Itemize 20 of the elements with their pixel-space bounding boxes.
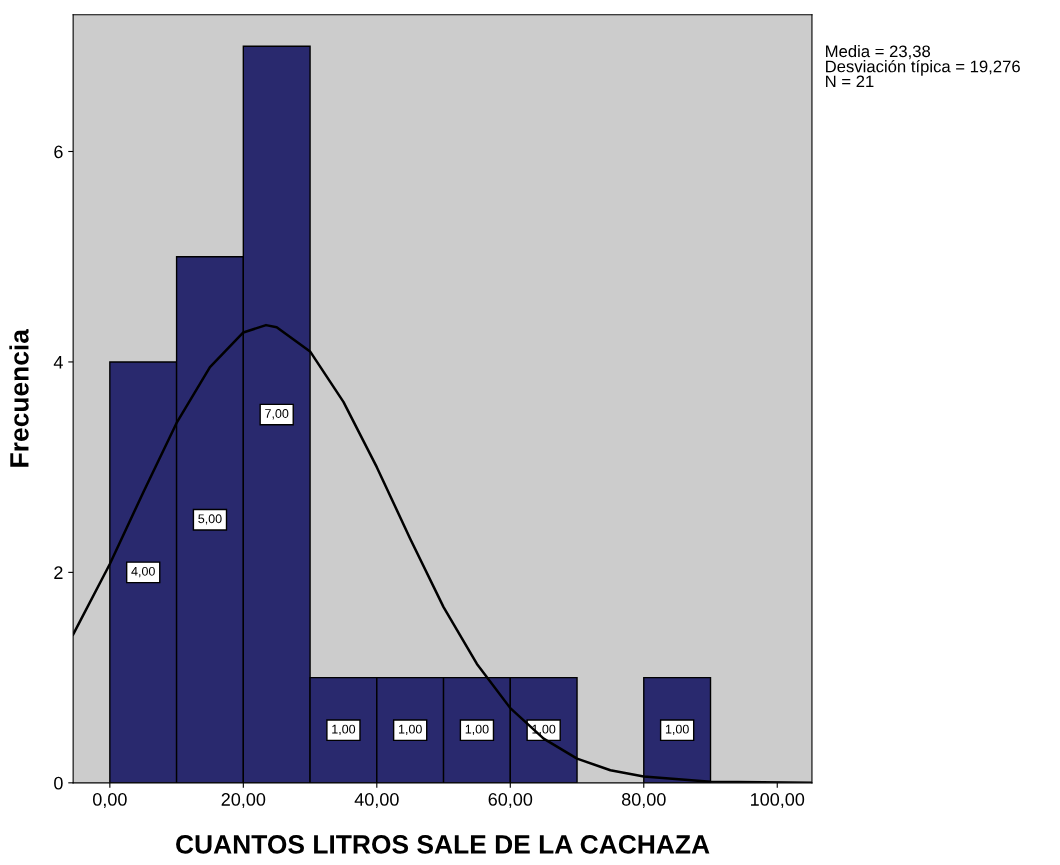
x-tick-label: 20,00: [221, 793, 266, 808]
data-label: 1,00: [465, 724, 489, 736]
x-axis-title: CUANTOS LITROS SALE DE LA CACHAZA: [176, 835, 710, 854]
data-label: 1,00: [332, 724, 356, 736]
x-tick-label: 40,00: [354, 793, 399, 808]
data-label: 1,00: [665, 724, 689, 736]
y-axis-title: Frecuencia: [9, 328, 29, 467]
data-label: 7,00: [265, 409, 289, 420]
y-tick-label: 0: [54, 776, 63, 790]
x-tick-label: 0,00: [92, 793, 127, 808]
text: Media = 23,38 Desviación típica = 19,276 N = 21: [826, 44, 1020, 88]
y-tick-label: 6: [54, 145, 63, 159]
x-tick-label: 100,00: [751, 793, 805, 808]
x-tick-label: 80,00: [621, 793, 666, 808]
data-label: 5,00: [198, 514, 222, 525]
data-label: 4,00: [131, 566, 155, 578]
y-tick-label: 2: [54, 566, 63, 579]
y-tick-label: 4: [53, 356, 63, 369]
data-label: 1,00: [398, 724, 422, 736]
x-tick-label: 60,00: [488, 793, 533, 808]
